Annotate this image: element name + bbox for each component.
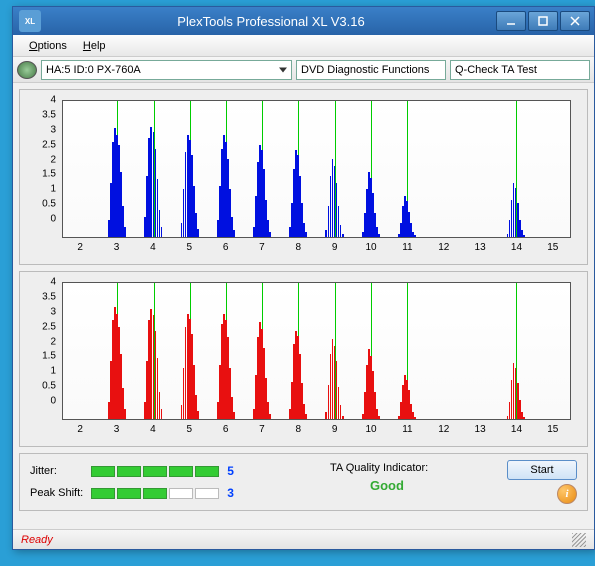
- chart-panel-top: 00.511.522.533.5423456789101112131415: [19, 89, 588, 265]
- drive-combo-value: HA:5 ID:0 PX-760A: [46, 64, 141, 76]
- menu-options[interactable]: Options: [21, 38, 75, 54]
- toolbar: HA:5 ID:0 PX-760A DVD Diagnostic Functio…: [13, 57, 594, 83]
- jitter-bar: [91, 466, 219, 477]
- chevron-down-icon: [279, 67, 287, 72]
- statusbar: Ready: [13, 529, 594, 549]
- segment: [195, 466, 219, 477]
- function-combo[interactable]: DVD Diagnostic Functions: [296, 60, 446, 80]
- jitter-value: 5: [227, 464, 234, 478]
- app-window: XL PlexTools Professional XL V3.16 Optio…: [12, 6, 595, 550]
- start-button[interactable]: Start: [507, 460, 577, 480]
- segment: [195, 488, 219, 499]
- minimize-button[interactable]: [496, 11, 526, 31]
- resize-grip[interactable]: [572, 533, 586, 547]
- test-combo-value: Q-Check TA Test: [455, 64, 537, 76]
- menubar: Options Help: [13, 35, 594, 57]
- content-area: 00.511.522.533.5423456789101112131415 00…: [13, 83, 594, 517]
- segment: [91, 488, 115, 499]
- segment: [91, 466, 115, 477]
- metrics-panel: Jitter: 5 Peak Shift: 3 TA Quality Indic…: [19, 453, 588, 511]
- maximize-button[interactable]: [528, 11, 558, 31]
- disc-icon: [17, 61, 37, 79]
- segment: [143, 488, 167, 499]
- peakshift-bar: [91, 488, 219, 499]
- segment: [143, 466, 167, 477]
- segment: [169, 466, 193, 477]
- taq-label: TA Quality Indicator:: [330, 462, 428, 474]
- drive-selector: HA:5 ID:0 PX-760A: [17, 60, 292, 80]
- test-combo[interactable]: Q-Check TA Test: [450, 60, 590, 80]
- taq-value: Good: [370, 478, 404, 493]
- chart-panel-bottom: 00.511.522.533.5423456789101112131415: [19, 271, 588, 447]
- jitter-label: Jitter:: [30, 465, 83, 477]
- titlebar: XL PlexTools Professional XL V3.16: [13, 7, 594, 35]
- chart-bottom: 00.511.522.533.5423456789101112131415: [32, 282, 575, 442]
- function-combo-value: DVD Diagnostic Functions: [301, 64, 429, 76]
- chart-top: 00.511.522.533.5423456789101112131415: [32, 100, 575, 260]
- segment: [117, 488, 141, 499]
- window-title: PlexTools Professional XL V3.16: [47, 14, 495, 29]
- menu-help[interactable]: Help: [75, 38, 114, 54]
- drive-combo[interactable]: HA:5 ID:0 PX-760A: [41, 60, 292, 80]
- info-button[interactable]: i: [557, 484, 577, 504]
- app-icon: XL: [19, 10, 41, 32]
- close-button[interactable]: [560, 11, 590, 31]
- segment: [117, 466, 141, 477]
- peakshift-label: Peak Shift:: [30, 487, 83, 499]
- peakshift-value: 3: [227, 486, 234, 500]
- status-text: Ready: [21, 534, 53, 546]
- segment: [169, 488, 193, 499]
